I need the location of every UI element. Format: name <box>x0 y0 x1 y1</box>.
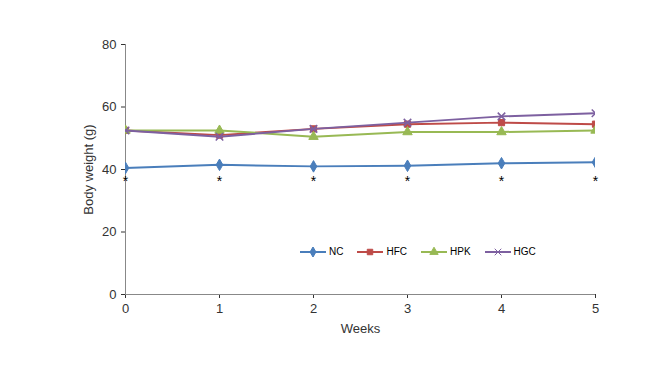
svg-text:0: 0 <box>122 301 129 316</box>
html-text:NC: NC <box>329 246 344 257</box>
svg-text:*: * <box>123 173 129 189</box>
svg-text:*: * <box>217 173 223 189</box>
svg-text:0: 0 <box>109 287 116 302</box>
svg-text:*: * <box>311 173 317 189</box>
svg-text:4: 4 <box>498 301 505 316</box>
svg-text:Body weight (g): Body weight (g) <box>81 124 96 214</box>
svg-text:*: * <box>405 173 411 189</box>
svg-text:40: 40 <box>102 162 116 177</box>
html-text:HPK: HPK <box>450 246 471 257</box>
svg-text:80: 80 <box>102 37 116 52</box>
svg-text:*: * <box>593 173 599 189</box>
html-text:HFC: HFC <box>386 246 407 257</box>
svg-text:2: 2 <box>310 301 317 316</box>
svg-text:20: 20 <box>102 224 116 239</box>
svg-text:60: 60 <box>102 99 116 114</box>
svg-text:*: * <box>499 173 505 189</box>
svg-text:Weeks: Weeks <box>341 321 381 336</box>
svg-text:1: 1 <box>216 301 223 316</box>
svg-text:3: 3 <box>404 301 411 316</box>
svg-text:5: 5 <box>592 301 599 316</box>
html-text:HGC: HGC <box>513 246 536 257</box>
